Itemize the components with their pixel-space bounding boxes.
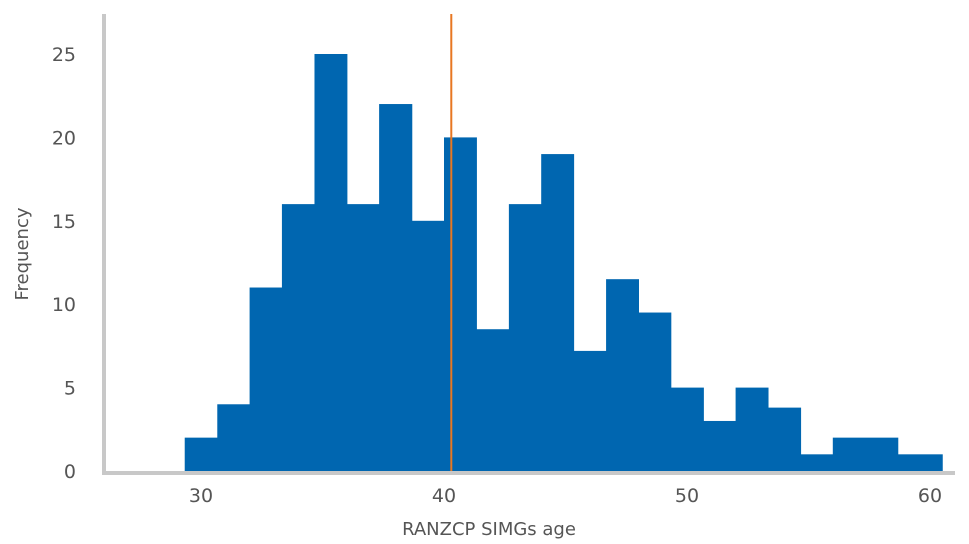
histogram-bar	[184, 437, 218, 471]
histogram-bar	[346, 204, 380, 471]
y-tick-label: 25	[52, 44, 76, 66]
y-tick-label: 0	[64, 461, 76, 483]
histogram-bar	[573, 350, 607, 471]
x-tick-label: 50	[675, 485, 699, 507]
histogram-bar	[703, 420, 737, 471]
histogram-bar	[670, 387, 704, 471]
x-tick-labels: 30 40 50 60	[189, 485, 942, 507]
histogram-bar	[800, 454, 834, 471]
histogram-bar	[832, 437, 899, 471]
histogram-bar	[606, 279, 639, 471]
histogram-bar	[897, 454, 943, 471]
histogram-bar	[249, 287, 283, 471]
y-tick-label: 10	[52, 294, 76, 316]
y-axis-label: Frequency	[12, 207, 33, 300]
histogram-bar	[444, 137, 477, 471]
histogram-bar	[638, 312, 672, 471]
x-tick-label: 60	[918, 485, 942, 507]
histogram-bar	[508, 204, 542, 471]
x-axis-label: RANZCP SIMGs age	[402, 519, 576, 540]
histogram-bar	[411, 220, 445, 471]
histogram-bar	[541, 154, 575, 471]
y-tick-labels: 0 5 10 15 20 25	[52, 44, 76, 483]
histogram-bar	[314, 54, 348, 471]
bars-layer	[184, 54, 943, 471]
histogram-bar	[281, 204, 316, 471]
histogram-bar	[217, 404, 251, 471]
x-tick-label: 40	[432, 485, 456, 507]
histogram-bar	[735, 387, 769, 471]
y-tick-label: 5	[64, 378, 76, 400]
y-tick-label: 20	[52, 127, 76, 149]
histogram-bar	[476, 329, 510, 471]
x-tick-label: 30	[189, 485, 213, 507]
histogram-bar	[379, 104, 413, 471]
histogram-bar	[767, 407, 802, 471]
y-tick-label: 15	[52, 211, 76, 233]
